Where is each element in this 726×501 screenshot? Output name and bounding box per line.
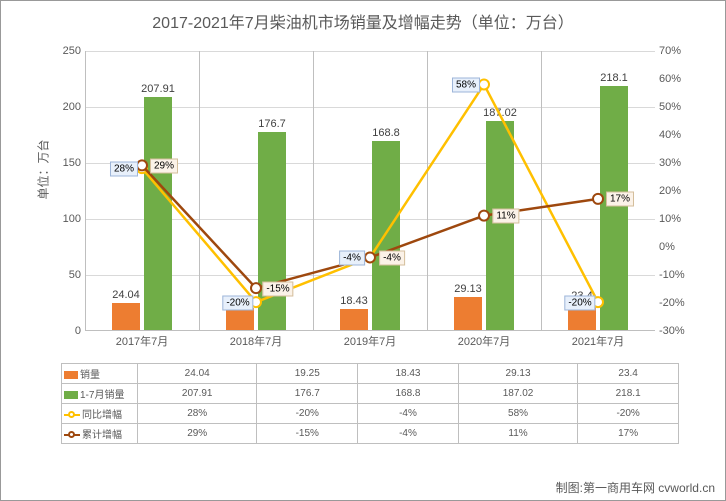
table-cell: 29.13 <box>458 364 577 384</box>
y2-tick: 10% <box>659 213 681 225</box>
y2-tick: -20% <box>659 297 685 309</box>
table-cell: 58% <box>458 404 577 424</box>
y1-tick: 250 <box>63 45 81 57</box>
bar-sales7m <box>486 121 514 330</box>
line-data-label: -4% <box>339 251 365 266</box>
category-label: 2017年7月 <box>116 333 169 349</box>
category-group: 29.13 187.02 <box>427 51 541 330</box>
line-data-label: 58% <box>452 77 480 92</box>
chart-title: 2017-2021年7月柴油机市场销量及增幅走势（单位：万台） <box>1 1 725 33</box>
bar-sales7m <box>258 132 286 330</box>
plot-area: 050100150200250-30%-20%-10%0%10%20%30%40… <box>85 51 655 331</box>
bar-sales7m <box>600 86 628 330</box>
y1-tick: 100 <box>63 213 81 225</box>
bar-sales <box>454 297 482 330</box>
y2-tick: 60% <box>659 73 681 85</box>
bar-sales <box>340 309 368 330</box>
table-cell: 168.8 <box>358 384 459 404</box>
bar-sales <box>112 303 140 330</box>
table-cell: 28% <box>138 404 257 424</box>
chart-area: 单位：万台 050100150200250-30%-20%-10%0%10%20… <box>61 41 681 361</box>
y1-tick: 150 <box>63 157 81 169</box>
bar-sales7m <box>372 141 400 330</box>
table-cell: 187.02 <box>458 384 577 404</box>
table-cell: -4% <box>358 404 459 424</box>
table-row: 1-7月销量207.91176.7168.8187.02218.1 <box>62 384 679 404</box>
line-data-label: 28% <box>110 161 138 176</box>
y2-tick: -30% <box>659 325 685 337</box>
table-cell: 176.7 <box>257 384 358 404</box>
line-data-label: -4% <box>379 251 405 266</box>
category-group: 18.43 168.8 <box>313 51 427 330</box>
y2-tick: -10% <box>659 269 685 281</box>
table-cell: 11% <box>458 424 577 444</box>
table-cell: -20% <box>578 404 679 424</box>
bar-sales-label: 29.13 <box>454 283 482 295</box>
category-label: 2020年7月 <box>458 333 511 349</box>
y2-tick: 30% <box>659 157 681 169</box>
table-cell: -4% <box>358 424 459 444</box>
bar-sales7m-label: 168.8 <box>372 127 400 139</box>
y2-tick: 0% <box>659 241 675 253</box>
bar-sales7m-label: 176.7 <box>258 118 286 130</box>
bar-sales7m-label: 218.1 <box>600 72 628 84</box>
y2-tick: 20% <box>659 185 681 197</box>
footer-credit: 制图:第一商用车网 cvworld.cn <box>556 479 715 496</box>
y2-tick: 50% <box>659 101 681 113</box>
y1-tick: 200 <box>63 101 81 113</box>
category-group: 19.25176.7 <box>199 51 313 330</box>
y2-tick: 70% <box>659 45 681 57</box>
legend-cell: 同比增幅 <box>62 404 138 424</box>
line-data-label: -15% <box>262 282 293 297</box>
category-group: 24.04 207.91 <box>85 51 199 330</box>
table-cell: 18.43 <box>358 364 459 384</box>
category-label: 2018年7月 <box>230 333 283 349</box>
line-data-label: -20% <box>222 296 253 311</box>
table-row: 销量24.0419.2518.4329.1323.4 <box>62 364 679 384</box>
line-data-label: 17% <box>606 192 634 207</box>
table-cell: 19.25 <box>257 364 358 384</box>
legend-cell: 累计增幅 <box>62 424 138 444</box>
legend-cell: 1-7月销量 <box>62 384 138 404</box>
table-cell: 207.91 <box>138 384 257 404</box>
table-cell: -20% <box>257 404 358 424</box>
bar-sales-label: 24.04 <box>112 289 140 301</box>
y1-tick: 50 <box>69 269 81 281</box>
y2-tick: 40% <box>659 129 681 141</box>
line-data-label: 29% <box>150 158 178 173</box>
table-row: 同比增幅28%-20%-4%58%-20% <box>62 404 679 424</box>
legend-cell: 销量 <box>62 364 138 384</box>
bar-sales <box>226 308 254 330</box>
line-data-label: 11% <box>492 209 519 224</box>
bar-sales-label: 18.43 <box>340 295 368 307</box>
bar-sales7m-label: 207.91 <box>141 83 175 95</box>
table-cell: 23.4 <box>578 364 679 384</box>
bar-sales7m-label: 187.02 <box>483 107 517 119</box>
table-row: 累计增幅29%-15%-4%11%17% <box>62 424 679 444</box>
category-label: 2021年7月 <box>572 333 625 349</box>
table-cell: 218.1 <box>578 384 679 404</box>
table-cell: 24.04 <box>138 364 257 384</box>
category-group: 23.4218.1 <box>541 51 655 330</box>
category-label: 2019年7月 <box>344 333 397 349</box>
y1-tick: 0 <box>75 325 81 337</box>
table-cell: 29% <box>138 424 257 444</box>
table-cell: 17% <box>578 424 679 444</box>
table-cell: -15% <box>257 424 358 444</box>
data-table: 销量24.0419.2518.4329.1323.41-7月销量207.9117… <box>61 363 679 444</box>
bar-sales7m <box>144 97 172 330</box>
line-data-label: -20% <box>564 296 595 311</box>
y1-axis-label: 单位：万台 <box>35 139 52 199</box>
